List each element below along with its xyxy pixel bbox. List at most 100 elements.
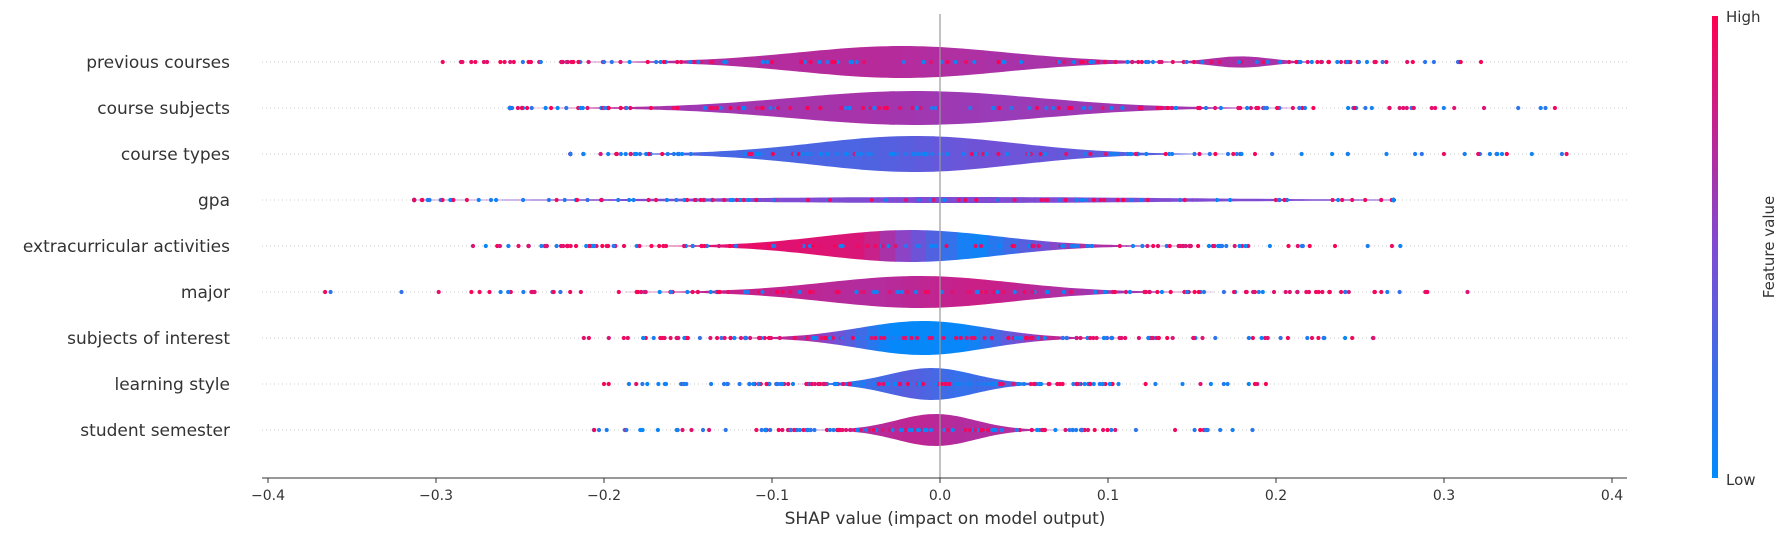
data-point [748, 335, 753, 341]
data-point [1411, 105, 1416, 111]
data-point [1225, 151, 1231, 157]
data-point [950, 289, 955, 295]
data-point [867, 151, 872, 157]
data-point [1287, 289, 1292, 295]
data-point [979, 289, 984, 295]
data-point [1343, 335, 1348, 341]
data-point [1352, 105, 1357, 111]
data-point [675, 59, 680, 65]
data-point [869, 197, 874, 203]
data-point [1045, 197, 1050, 203]
data-point [804, 335, 810, 341]
data-point [1458, 59, 1463, 65]
data-point [827, 197, 833, 203]
data-point [1231, 151, 1236, 157]
data-point [1168, 289, 1173, 295]
violin-slice [950, 136, 969, 172]
data-point [555, 105, 560, 111]
data-point [719, 335, 724, 341]
data-point [756, 381, 761, 387]
data-point [618, 151, 624, 157]
data-point [881, 381, 886, 387]
data-point [1023, 335, 1029, 341]
data-point [399, 289, 404, 295]
data-point [802, 59, 807, 65]
data-point [599, 197, 604, 203]
violin-slice [1033, 230, 1050, 262]
data-point [788, 289, 793, 295]
data-point [915, 427, 921, 433]
data-point [1120, 105, 1125, 111]
data-point [1040, 427, 1045, 433]
data-point [979, 243, 984, 249]
data-point [905, 289, 910, 295]
data-point [728, 197, 733, 203]
violin-slice [979, 91, 1002, 125]
data-point [974, 289, 979, 295]
data-point [1346, 289, 1351, 295]
data-point [1195, 105, 1201, 111]
data-point [1413, 151, 1418, 157]
data-point [632, 151, 637, 157]
data-point [780, 427, 785, 433]
data-point [506, 243, 511, 249]
data-point [1250, 335, 1255, 341]
data-point [943, 381, 949, 387]
data-point [809, 151, 815, 157]
data-point [1101, 427, 1106, 433]
data-point [1110, 151, 1115, 157]
data-point [1313, 289, 1319, 295]
data-point [1139, 59, 1144, 65]
data-point [1027, 243, 1032, 249]
feature-label: course subjects [97, 99, 230, 119]
data-point [1069, 243, 1074, 249]
x-tick-label: −0.3 [419, 488, 453, 504]
data-point [921, 381, 926, 387]
data-point [585, 105, 590, 111]
data-point [543, 105, 548, 111]
data-point [585, 197, 590, 203]
data-point [470, 243, 476, 249]
data-point [668, 335, 673, 341]
data-point [1093, 289, 1098, 295]
data-point [1256, 289, 1261, 295]
data-point [1097, 381, 1102, 387]
data-point [819, 335, 824, 341]
data-point [1047, 381, 1052, 387]
data-point [658, 59, 663, 65]
data-point [903, 335, 908, 341]
data-point [1384, 151, 1389, 157]
violin-slice [1047, 414, 1056, 446]
data-point [606, 381, 611, 387]
data-point [1350, 197, 1355, 203]
data-point [497, 243, 502, 249]
data-point [1053, 427, 1058, 433]
data-point [621, 335, 626, 341]
data-point [1316, 335, 1321, 341]
data-point [526, 59, 531, 65]
data-point [754, 427, 759, 433]
data-point [664, 197, 669, 203]
data-point [640, 381, 645, 387]
data-point [1441, 105, 1446, 111]
data-point [909, 335, 914, 341]
data-point [899, 289, 905, 295]
violin-slice [893, 414, 902, 446]
feature-label: gpa [198, 191, 230, 211]
data-point [1071, 59, 1076, 65]
data-point [1034, 105, 1040, 111]
data-point [440, 197, 445, 203]
data-point [680, 427, 685, 433]
violin-slice [702, 136, 721, 172]
data-point [1356, 59, 1362, 65]
data-point [898, 427, 903, 433]
data-point [1056, 105, 1061, 111]
data-point [1030, 335, 1035, 341]
violin-slice [864, 368, 873, 400]
violin-slice [1623, 195, 1663, 205]
data-point [1102, 197, 1107, 203]
data-point [1201, 289, 1207, 295]
data-point [601, 381, 607, 387]
data-point [1246, 381, 1251, 387]
colorbar-low-label: Low [1726, 471, 1756, 489]
